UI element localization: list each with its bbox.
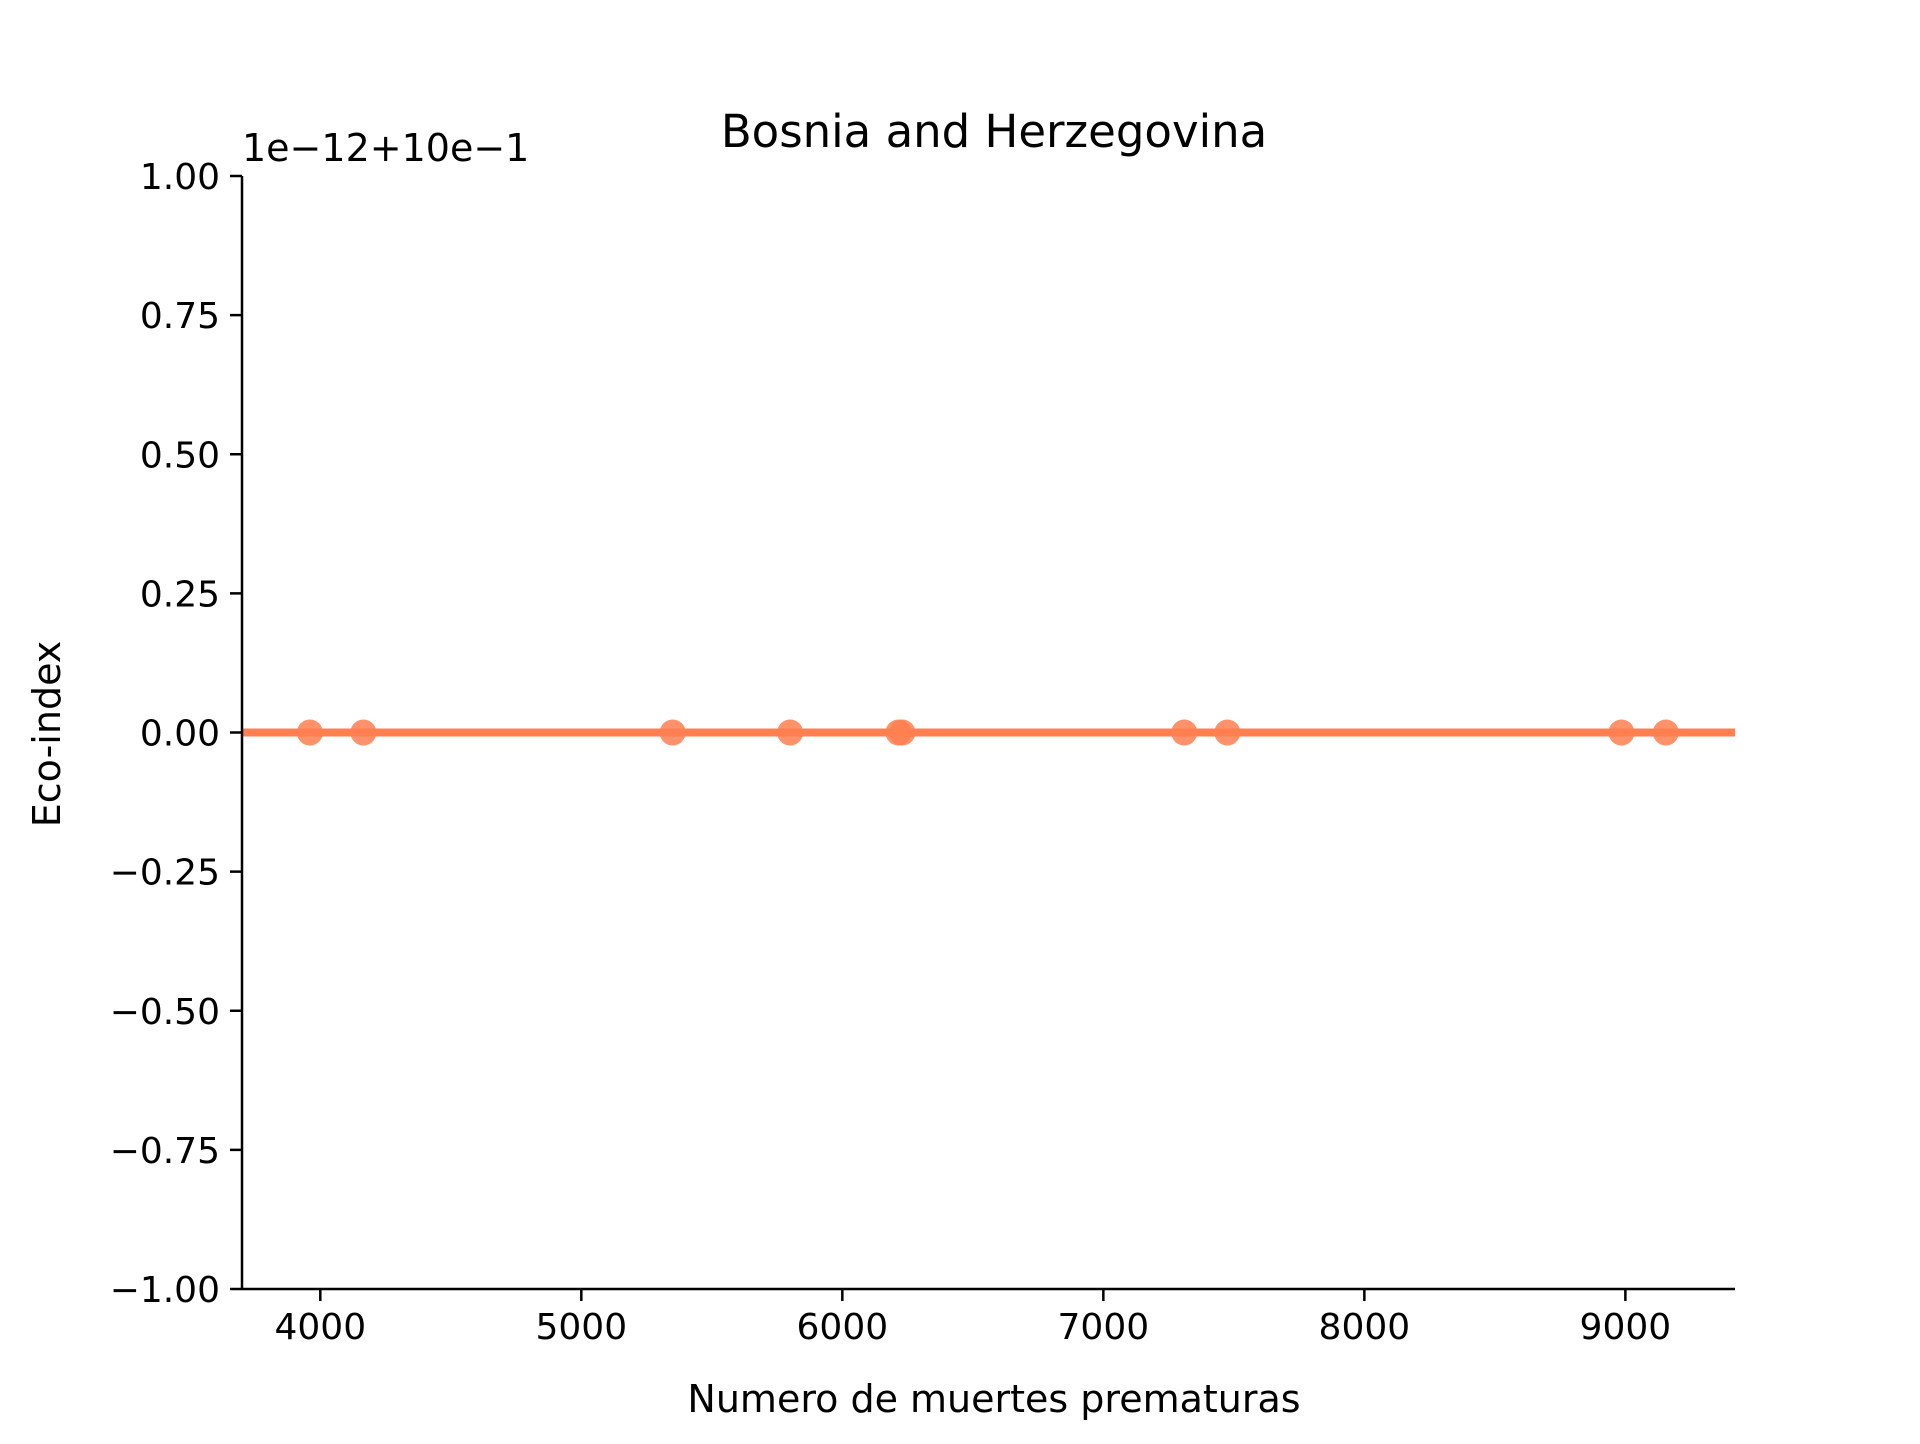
y-axis-label: Eco-index: [25, 641, 69, 828]
y-tick-label: 0.25: [140, 574, 220, 615]
data-point: [659, 719, 686, 746]
x-tick-label: 5000: [536, 1307, 628, 1348]
data-point: [296, 719, 323, 746]
x-tick-label: 4000: [274, 1307, 366, 1348]
x-axis: 4000 5000 6000 7000 8000 9000: [242, 1287, 1735, 1348]
x-tick-label: 6000: [797, 1307, 889, 1348]
y-tick-label: −0.25: [110, 853, 220, 894]
chart-title: Bosnia and Herzegovina: [721, 105, 1267, 158]
data-point: [1608, 719, 1635, 746]
y-axis: 1.00 0.75 0.50 0.25 0.00 −0.25 −0.50 −0.75 −1.00: [110, 157, 244, 1311]
data-point: [1652, 719, 1679, 746]
y-tick-label: 0.50: [140, 435, 220, 476]
y-tick-label: 1.00: [140, 157, 220, 198]
y-tick-label: 0.75: [140, 296, 220, 337]
y-tick-label: −1.00: [110, 1270, 220, 1311]
y-tick-label: −0.75: [110, 1131, 220, 1172]
y-axis-offset-label: 1e−12+10e−1: [242, 126, 529, 170]
x-axis-label: Numero de muertes prematuras: [687, 1377, 1300, 1421]
x-tick-label: 9000: [1580, 1307, 1672, 1348]
x-tick-label: 8000: [1319, 1307, 1411, 1348]
plot-area: [242, 719, 1735, 746]
data-point: [350, 719, 377, 746]
y-tick-label: −0.50: [110, 992, 220, 1033]
data-point: [889, 719, 916, 746]
data-point: [1171, 719, 1198, 746]
y-tick-label: 0.00: [140, 714, 220, 755]
x-tick-label: 7000: [1058, 1307, 1150, 1348]
data-point: [777, 719, 804, 746]
data-point: [1214, 719, 1241, 746]
